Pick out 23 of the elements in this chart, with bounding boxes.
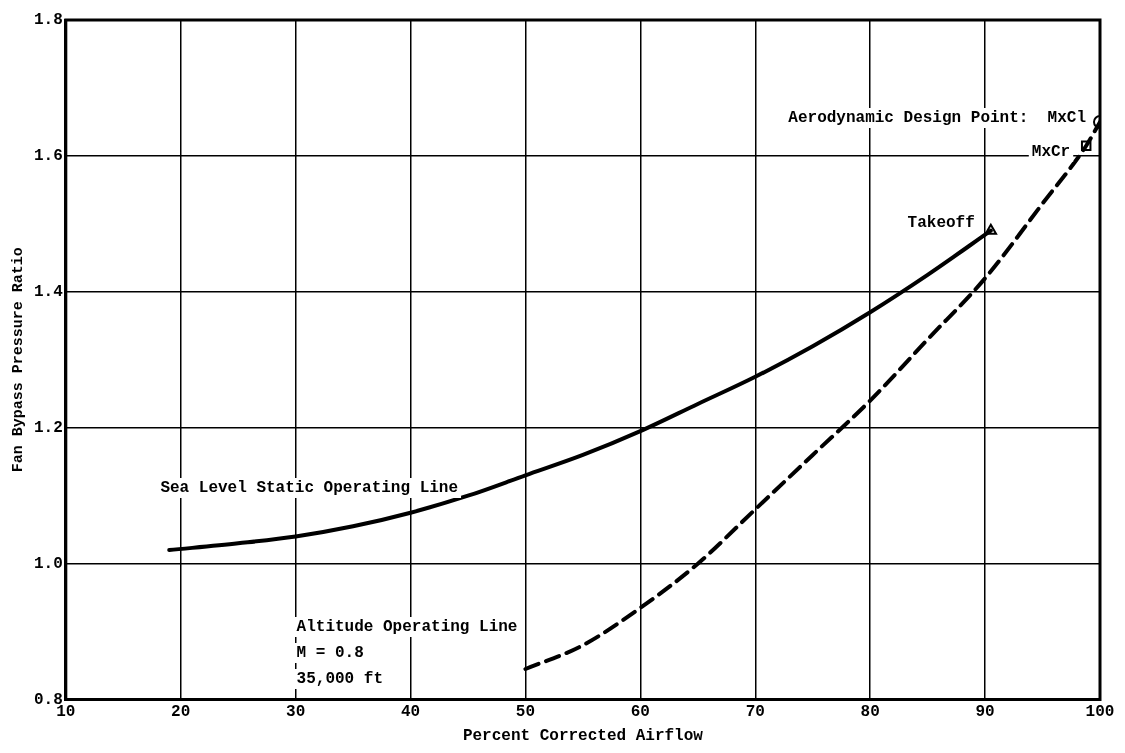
annotation: 35,000 ft xyxy=(296,670,384,689)
series-label: MxCr xyxy=(1031,142,1071,161)
series-label: Aerodynamic Design Point: MxCl xyxy=(788,108,1086,127)
x-tick-label: 20 xyxy=(171,703,191,722)
x-tick-label: 90 xyxy=(975,703,995,722)
x-axis-title: Percent Corrected Airflow xyxy=(462,727,704,746)
y-tick-label: 1.0 xyxy=(33,554,63,573)
text: Altitude Operating Line xyxy=(296,618,518,637)
y-tick-label: 1.6 xyxy=(33,146,63,165)
y-tick-label: 1.2 xyxy=(33,418,63,437)
x-tick-label: 80 xyxy=(860,703,880,722)
y-tick-label: 1.4 xyxy=(33,282,64,301)
x-tick-label: 70 xyxy=(745,703,765,722)
y-tick-label: 1.8 xyxy=(33,11,63,30)
y-axis-title: Fan Bypass Pressure Ratio xyxy=(9,247,27,473)
x-tick-label: 100 xyxy=(1085,703,1115,722)
x-tick-label: 50 xyxy=(515,703,536,722)
series-label: Sea Level Static Operating Line xyxy=(160,479,459,498)
series-label: Takeoff xyxy=(907,213,975,232)
x-tick-label: 40 xyxy=(400,703,421,722)
x-tick-label: 30 xyxy=(286,703,306,722)
x-tick-label: 60 xyxy=(630,703,650,722)
annotation: M = 0.8 xyxy=(296,644,364,663)
